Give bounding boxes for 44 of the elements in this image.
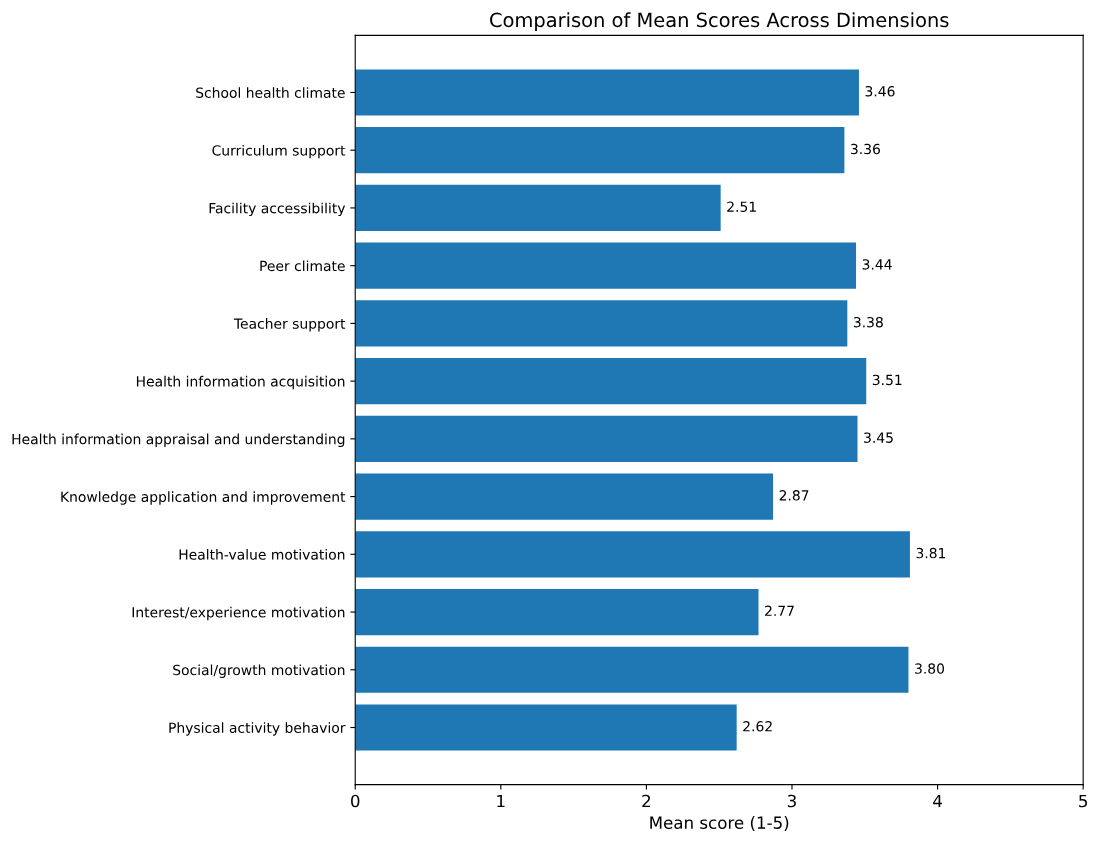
x-axis-title: Mean score (1-5)	[650, 816, 789, 831]
y-tick-label: Health-value motivation	[179, 549, 345, 560]
data-label: 3.36	[851, 143, 881, 155]
y-tick-label: Interest/experience motivation	[132, 606, 345, 621]
bar	[355, 69, 859, 116]
data-label: 2.51	[727, 201, 756, 212]
x-tick-label: 5	[1079, 794, 1088, 808]
data-label: 2.87	[779, 490, 809, 501]
bar	[355, 242, 857, 289]
x-tick-label: 0	[351, 794, 360, 808]
bar	[355, 704, 737, 751]
data-label: 3.46	[865, 86, 895, 97]
data-label: 3.81	[916, 547, 946, 559]
data-label: 2.62	[743, 721, 772, 732]
bar	[355, 646, 909, 693]
x-tick-label: 1	[497, 794, 505, 808]
data-label: 3.44	[862, 259, 892, 270]
y-tick-label: Teacher support	[233, 318, 346, 332]
data-label: 3.38	[853, 316, 883, 328]
x-tick-label: 4	[933, 794, 942, 808]
data-label: 3.45	[864, 432, 893, 443]
y-tick-label: Health information acquisition	[136, 375, 345, 390]
y-tick-label: Physical activity behavior	[169, 722, 346, 736]
y-tick-label: Knowledge application and improvement	[61, 491, 346, 505]
y-tick-label: Health information appraisal and understanding	[12, 433, 345, 448]
y-tick-label: Facility accessibility	[209, 202, 346, 217]
bar	[355, 473, 774, 520]
bar	[355, 127, 845, 174]
x-tick-label: 2	[642, 794, 651, 808]
y-tick-label: Curriculum support	[212, 144, 346, 159]
y-tick-label: School health climate	[196, 87, 345, 98]
data-label: 3.51	[872, 374, 902, 386]
bar	[355, 588, 759, 636]
bar	[355, 531, 910, 578]
bar	[355, 300, 848, 347]
bar	[355, 415, 858, 462]
x-tick-label: 3	[787, 794, 796, 808]
data-label: 3.80	[915, 663, 945, 674]
chart-title: Comparison of Mean Scores Across Dimensions	[490, 12, 949, 32]
bar	[355, 184, 721, 232]
bar	[355, 358, 867, 405]
data-label: 2.77	[765, 605, 794, 616]
y-tick-label: Social/growth motivation	[173, 664, 345, 678]
y-tick-label: Peer climate	[260, 260, 345, 272]
